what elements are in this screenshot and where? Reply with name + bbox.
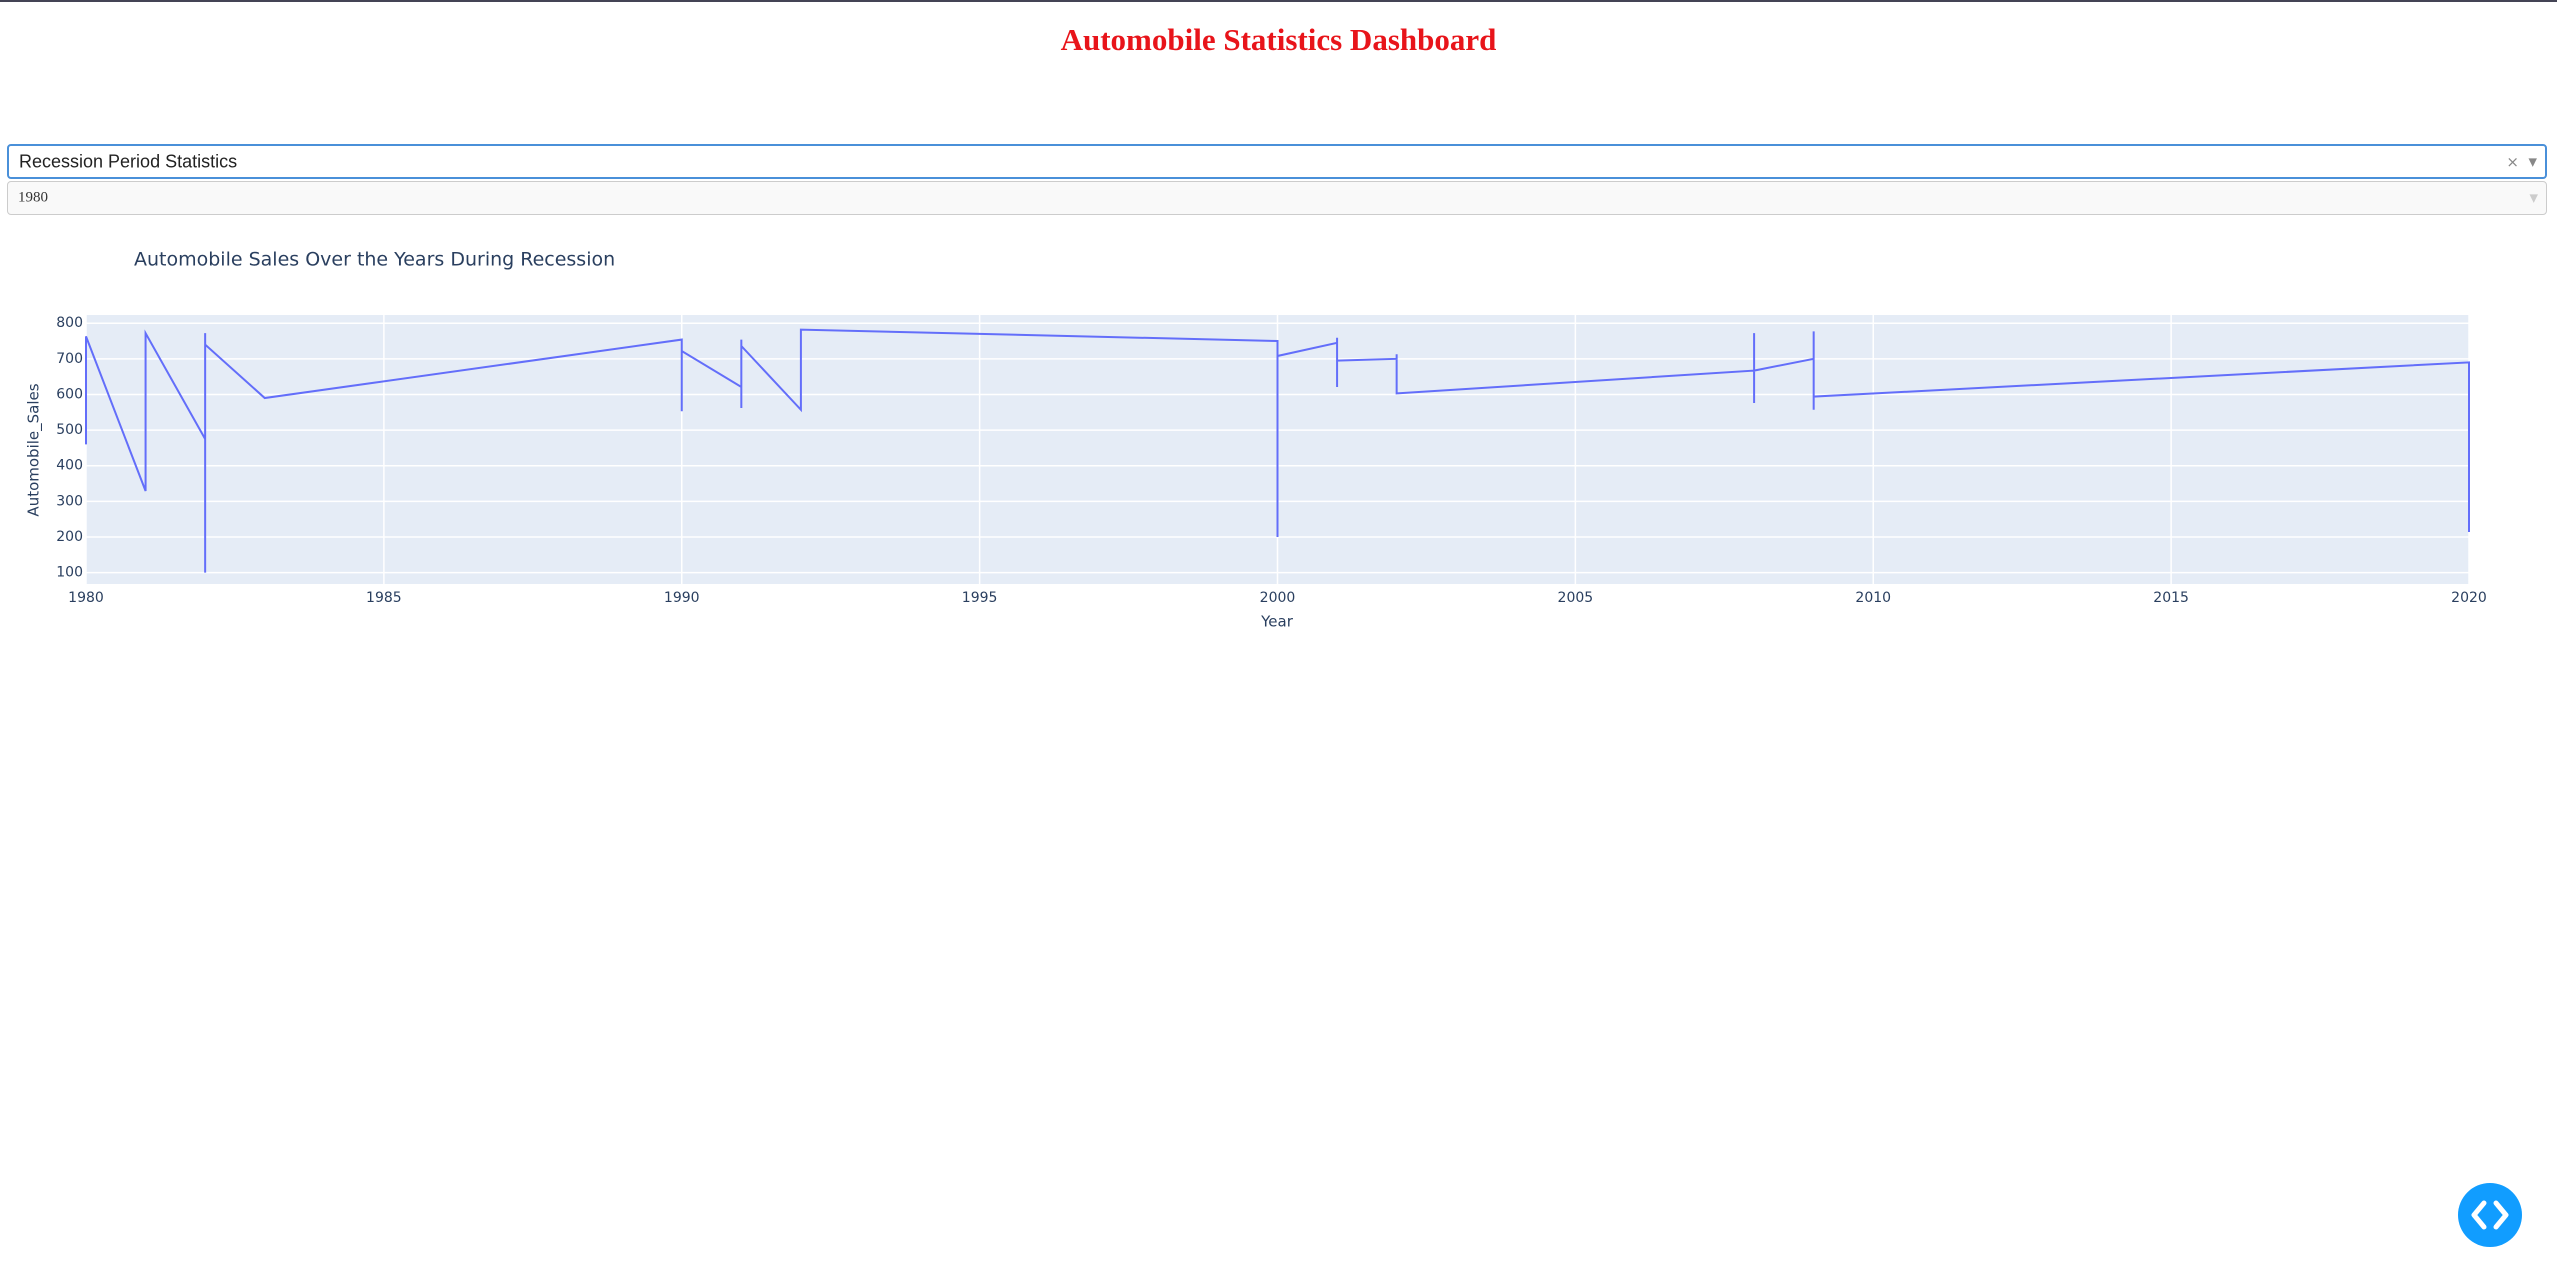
x-tick-label: 2010 xyxy=(1855,590,1891,606)
x-axis-title: Year xyxy=(1260,613,1294,631)
x-tick-label: 2005 xyxy=(1558,590,1594,606)
year-dropdown[interactable]: 1980 ▼ xyxy=(7,181,2547,215)
report-type-dropdown[interactable]: Recession Period Statistics × ▼ xyxy=(7,144,2547,179)
y-tick-label: 200 xyxy=(56,529,83,545)
x-tick-label: 2015 xyxy=(2153,590,2189,606)
x-tick-label: 1980 xyxy=(68,590,104,606)
y-tick-label: 100 xyxy=(56,565,83,581)
x-tick-label: 2000 xyxy=(1260,590,1296,606)
x-tick-label: 1990 xyxy=(664,590,700,606)
chart: Automobile Sales Over the Years During R… xyxy=(25,249,2487,631)
y-tick-label: 700 xyxy=(56,351,83,367)
chart-title: Automobile Sales Over the Years During R… xyxy=(134,249,615,271)
y-tick-label: 600 xyxy=(56,386,83,402)
y-tick-label: 400 xyxy=(56,458,83,474)
caret-icon[interactable]: ▼ xyxy=(2529,191,2538,205)
x-tick-label: 1995 xyxy=(962,590,998,606)
y-tick-label: 800 xyxy=(56,315,83,331)
caret-icon[interactable]: ▼ xyxy=(2528,155,2537,168)
y-axis-title: Automobile_Sales xyxy=(25,383,44,516)
debug-button[interactable] xyxy=(2458,1183,2522,1247)
dropdown-value: Recession Period Statistics xyxy=(19,151,238,171)
clear-icon[interactable]: × xyxy=(2506,152,2519,171)
dropdown-value: 1980 xyxy=(18,189,48,206)
y-tick-label: 500 xyxy=(56,422,83,438)
dashboard-title: Automobile Statistics Dashboard xyxy=(1060,22,1497,57)
x-tick-label: 2020 xyxy=(2451,590,2487,606)
sales-line xyxy=(85,328,2470,573)
y-tick-label: 300 xyxy=(56,493,83,509)
x-tick-label: 1985 xyxy=(366,590,402,606)
